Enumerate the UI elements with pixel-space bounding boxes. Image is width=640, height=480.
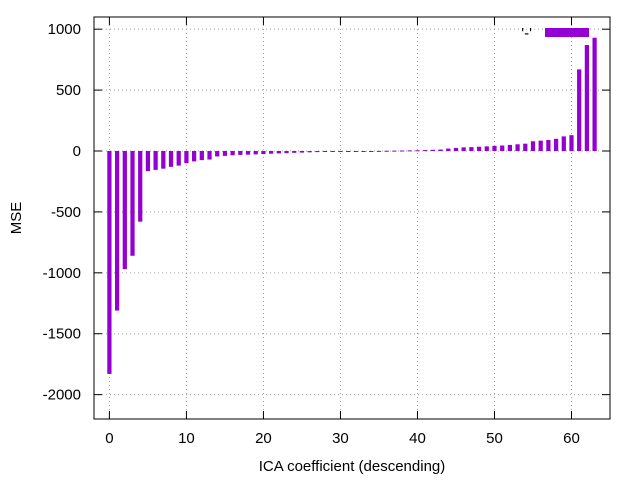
bar: [207, 151, 212, 160]
legend-label: '-': [521, 25, 532, 42]
bar: [153, 151, 158, 170]
bar: [546, 140, 551, 151]
bar: [461, 147, 466, 151]
bar: [215, 151, 220, 157]
bar: [346, 151, 351, 152]
bar: [399, 150, 405, 152]
bar: [515, 144, 520, 151]
bar: [523, 143, 528, 151]
bar: [407, 150, 412, 152]
bar: [253, 151, 258, 155]
plot-frame: [93, 16, 611, 420]
bar: [338, 151, 343, 152]
bar: [500, 145, 505, 151]
bar: [369, 151, 374, 152]
bar: [315, 151, 320, 153]
bar: [238, 151, 243, 155]
bar: [199, 151, 204, 161]
x-tick-label: 40: [409, 430, 426, 447]
bar: [484, 146, 489, 151]
bar: [284, 151, 289, 154]
y-tick-label: 1000: [48, 21, 81, 38]
bar: [476, 146, 482, 151]
y-tick-label: -500: [51, 204, 81, 221]
ticks: [94, 17, 610, 419]
bars: [107, 37, 597, 374]
bar: [530, 141, 536, 151]
bar: [538, 140, 543, 151]
bar: [492, 145, 497, 151]
y-tick-label: -1000: [43, 265, 81, 282]
bar: [145, 151, 151, 172]
bar: [453, 147, 459, 151]
bar: [376, 150, 382, 152]
bar: [430, 149, 435, 151]
bar: [114, 151, 120, 311]
x-tick-label: 30: [332, 430, 349, 447]
bar: [130, 151, 135, 256]
legend-swatch: [545, 28, 589, 37]
bar: [392, 150, 397, 152]
bar: [507, 144, 512, 151]
bar: [122, 151, 127, 270]
bar: [161, 151, 166, 169]
bar: [292, 151, 297, 153]
bar: [184, 151, 189, 164]
bar: [261, 151, 266, 155]
bar: [230, 151, 235, 156]
tick-labels: -2000 -1500 -1000 -500 0 500 1000 0 10 20 30 40 50 60: [43, 21, 580, 447]
bar: [307, 151, 312, 153]
y-axis-label: MSE: [8, 202, 25, 235]
bar: [107, 151, 112, 374]
bar: [245, 151, 251, 155]
bar: [384, 150, 389, 152]
bar: [469, 147, 474, 151]
bar: [423, 150, 428, 152]
x-tick-label: 0: [105, 430, 113, 447]
bar: [577, 69, 582, 151]
x-tick-label: 60: [563, 430, 580, 447]
bar: [446, 148, 451, 151]
x-tick-label: 50: [486, 430, 503, 447]
bar: [138, 151, 143, 222]
bar: [269, 151, 274, 154]
x-tick-label: 10: [178, 430, 195, 447]
bar: [561, 136, 566, 151]
bar: [569, 135, 574, 151]
bar: [592, 37, 597, 151]
bar: [353, 151, 358, 152]
bar: [299, 151, 305, 153]
bar: [176, 151, 181, 166]
bar: [438, 149, 443, 151]
bar: [168, 151, 174, 167]
x-axis-label: ICA coefficient (descending): [259, 458, 446, 475]
bar: [361, 151, 366, 152]
bar: [276, 151, 281, 154]
bar: [192, 151, 197, 162]
bar: [415, 150, 420, 152]
bar: [222, 151, 228, 156]
bar: [322, 151, 328, 152]
y-tick-label: -2000: [43, 387, 81, 404]
x-tick-label: 20: [255, 430, 272, 447]
bar: [330, 151, 335, 152]
y-tick-label: 0: [73, 143, 81, 160]
bar: [584, 45, 590, 151]
y-tick-label: 500: [56, 82, 81, 99]
legend: '-': [521, 25, 589, 42]
bar: [553, 138, 559, 151]
y-tick-label: -1500: [43, 326, 81, 343]
